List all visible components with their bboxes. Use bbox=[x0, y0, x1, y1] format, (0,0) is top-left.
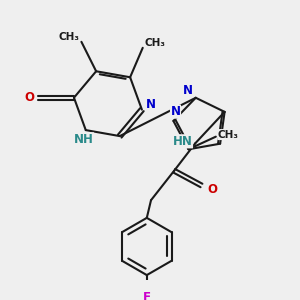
Text: NH: NH bbox=[74, 133, 94, 146]
Text: CH₃: CH₃ bbox=[218, 130, 239, 140]
Text: O: O bbox=[207, 183, 217, 196]
Text: CH₃: CH₃ bbox=[58, 32, 79, 42]
Text: HN: HN bbox=[172, 135, 193, 148]
Text: O: O bbox=[24, 91, 34, 104]
Text: N: N bbox=[183, 84, 193, 97]
Text: CH₃: CH₃ bbox=[145, 38, 166, 48]
Text: N: N bbox=[146, 98, 156, 111]
Text: F: F bbox=[143, 291, 151, 300]
Text: N: N bbox=[170, 105, 181, 118]
